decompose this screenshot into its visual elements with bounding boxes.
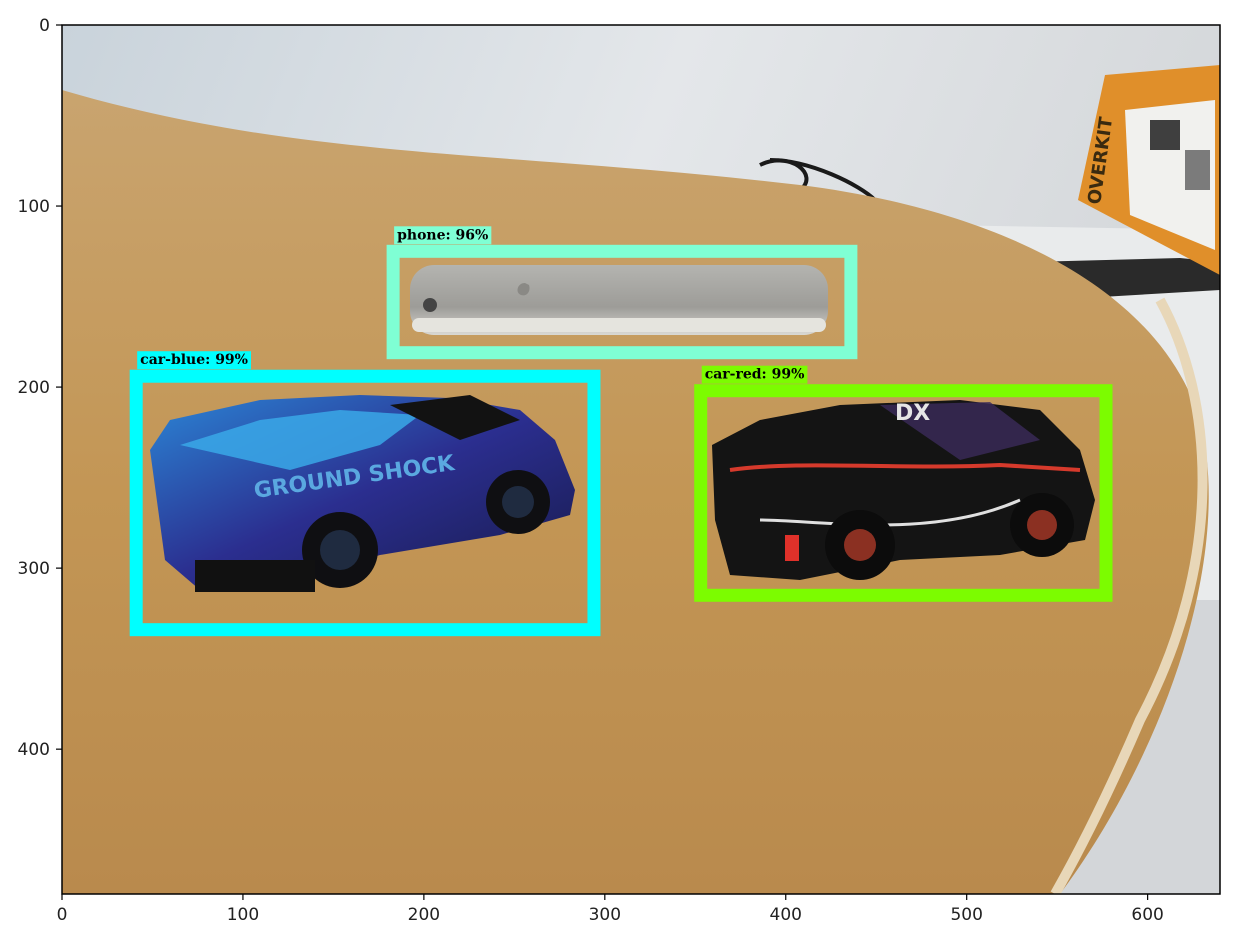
blue-car-object: GROUND SHOCK	[150, 395, 575, 592]
detection-box: car-blue: 99%	[129, 351, 601, 637]
car-red-text: DX	[895, 401, 930, 426]
photo: OVERKIT GROUND SHOCK	[62, 25, 1220, 894]
detection-label-background	[137, 351, 251, 370]
phone-object	[410, 265, 828, 335]
detection-box-outline	[129, 369, 601, 637]
overkit-box: OVERKIT	[1078, 65, 1220, 275]
table-top	[62, 90, 1209, 894]
y-tick-label: 400	[18, 740, 50, 760]
detection-box: phone: 96%	[386, 226, 858, 360]
detection-boxes: phone: 96% car-blue: 99% car-red: 99%	[129, 226, 1113, 637]
y-tick-label: 200	[18, 378, 50, 398]
detection-box: car-red: 99%	[694, 365, 1113, 602]
detection-label: car-blue: 99%	[140, 352, 248, 368]
detection-box-outline	[694, 384, 1113, 602]
detection-box-outline	[386, 244, 858, 360]
x-tick-label: 0	[57, 905, 68, 925]
x-axis: 0 100 200 300 400 500 600	[57, 894, 1164, 925]
red-car-object: DX	[712, 400, 1095, 580]
y-tick-label: 300	[18, 559, 50, 579]
detection-label: car-red: 99%	[705, 367, 805, 383]
x-tick-label: 500	[950, 905, 982, 925]
x-tick-label: 100	[227, 905, 259, 925]
y-axis: 0 100 200 300 400	[18, 16, 62, 760]
y-tick-label: 0	[39, 16, 50, 36]
axes-frame	[61, 24, 1221, 895]
x-tick-label: 300	[589, 905, 621, 925]
x-tick-label: 600	[1131, 905, 1163, 925]
detection-label: phone: 96%	[397, 227, 488, 243]
detection-label-background	[701, 365, 808, 384]
detection-label-background	[394, 226, 492, 245]
white-shelf	[940, 225, 1220, 600]
x-tick-label: 200	[408, 905, 440, 925]
y-tick-label: 100	[18, 197, 50, 217]
table-edge	[1050, 297, 1208, 894]
x-tick-label: 400	[770, 905, 802, 925]
